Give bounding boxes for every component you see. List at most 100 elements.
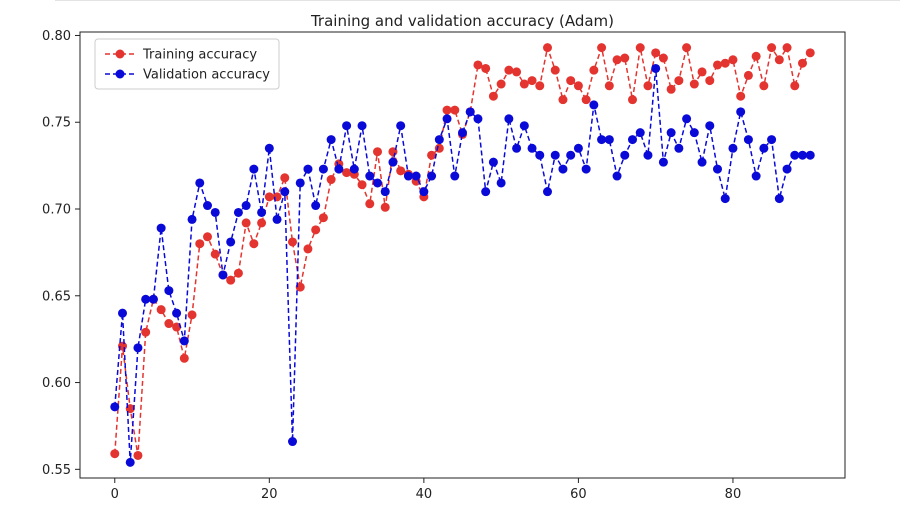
data-point-training (396, 166, 406, 176)
data-point-training (326, 175, 336, 185)
data-point-validation (442, 114, 452, 124)
data-point-training (210, 249, 220, 259)
data-point-validation (288, 437, 297, 447)
data-point-training (751, 51, 761, 61)
data-point-validation (790, 150, 800, 160)
data-point-validation (342, 121, 352, 131)
data-point-validation (434, 135, 444, 145)
data-point-training (658, 53, 668, 63)
data-point-validation (210, 207, 220, 217)
data-point-training (450, 105, 460, 115)
data-point-training (736, 91, 746, 101)
data-point-validation (759, 143, 769, 153)
data-point-training (767, 43, 777, 53)
y-tick-label: 0.70 (42, 203, 71, 218)
data-point-validation (697, 157, 707, 167)
data-point-training (504, 65, 514, 75)
data-point-validation (558, 164, 568, 174)
data-point-training (203, 232, 212, 242)
data-point-training (264, 192, 274, 202)
data-point-training (566, 76, 576, 86)
data-point-training (288, 237, 297, 247)
data-point-validation (419, 187, 429, 197)
data-point-training (179, 353, 189, 363)
data-point-validation (195, 178, 205, 188)
data-point-validation (280, 187, 290, 197)
series-layer (110, 43, 815, 467)
data-point-validation (566, 150, 576, 160)
data-point-training (295, 282, 305, 292)
data-point-validation (666, 128, 676, 138)
data-point-training (674, 76, 684, 86)
data-point-training (481, 63, 491, 73)
data-point-validation (110, 402, 120, 412)
data-point-validation (380, 187, 390, 197)
data-point-validation (249, 164, 259, 174)
data-point-validation (612, 171, 622, 181)
data-point-validation (774, 194, 784, 204)
data-point-training (689, 79, 699, 89)
data-point-validation (512, 143, 522, 153)
data-point-validation (481, 187, 491, 197)
x-tick-label: 80 (725, 487, 742, 502)
data-point-training (342, 168, 352, 178)
data-point-training (535, 81, 545, 91)
data-point-validation (156, 223, 166, 233)
data-point-validation (179, 336, 189, 346)
data-point-training (589, 65, 599, 75)
plot-area-frame (79, 31, 846, 479)
data-point-validation (620, 150, 630, 160)
series-training (110, 43, 815, 460)
data-point-validation (241, 201, 251, 211)
data-point-validation (264, 143, 274, 153)
data-point-validation (643, 150, 653, 160)
data-point-validation (496, 178, 506, 188)
data-point-training (628, 95, 637, 105)
y-tick-label: 0.65 (42, 289, 71, 304)
data-point-training (357, 180, 367, 190)
data-point-training (558, 95, 568, 105)
data-point-validation (357, 121, 367, 131)
data-point-training (790, 81, 800, 91)
data-point-validation (396, 121, 406, 131)
data-point-training (141, 327, 151, 337)
data-point-training (635, 43, 645, 53)
data-point-training (280, 173, 290, 183)
data-point-training (473, 60, 483, 70)
data-point-training (782, 43, 792, 53)
data-point-validation (519, 121, 529, 131)
x-tick-label: 20 (261, 487, 278, 502)
data-point-validation (705, 121, 715, 131)
data-point-training (488, 91, 498, 101)
data-point-training (798, 58, 807, 68)
data-point-training (713, 60, 722, 70)
top-divider (55, 0, 900, 1)
data-point-training (496, 79, 506, 89)
data-point-validation (218, 270, 228, 280)
y-tick-label: 0.55 (42, 463, 71, 478)
data-point-validation (550, 150, 560, 160)
data-point-validation (203, 201, 212, 211)
data-point-validation (651, 63, 661, 73)
data-point-validation (427, 171, 437, 181)
data-point-training (543, 43, 552, 53)
data-point-validation (272, 214, 282, 224)
data-point-validation (798, 150, 807, 160)
data-point-training (434, 143, 444, 153)
data-point-training (604, 81, 614, 91)
x-tick-label: 60 (570, 487, 587, 502)
data-point-training (581, 95, 591, 105)
data-point-validation (782, 164, 792, 174)
data-point-training (442, 105, 452, 115)
data-point-training (195, 239, 205, 249)
data-point-validation (349, 164, 359, 174)
data-point-validation (504, 114, 514, 124)
data-point-validation (573, 143, 583, 153)
data-point-validation (465, 107, 475, 117)
data-point-training (728, 55, 738, 65)
data-point-validation (226, 237, 236, 247)
y-tick-label: 0.60 (42, 376, 71, 391)
data-point-validation (141, 294, 151, 304)
data-point-training (666, 84, 676, 94)
